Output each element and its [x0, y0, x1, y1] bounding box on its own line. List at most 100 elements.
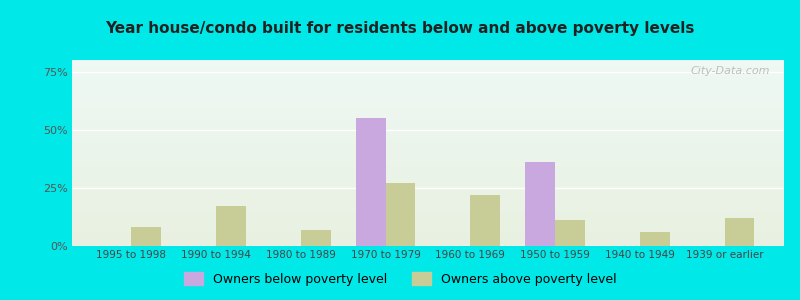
Bar	[72, 142, 784, 144]
Bar	[72, 240, 784, 242]
Bar	[72, 80, 784, 82]
Text: City-Data.com: City-Data.com	[690, 66, 770, 76]
Bar	[72, 211, 784, 212]
Bar	[72, 192, 784, 194]
Bar	[72, 212, 784, 214]
Bar	[72, 88, 784, 90]
Bar	[72, 133, 784, 134]
Bar	[72, 238, 784, 240]
Bar	[72, 224, 784, 226]
Bar	[72, 77, 784, 79]
Bar	[72, 216, 784, 218]
Bar	[72, 179, 784, 181]
Bar	[72, 190, 784, 192]
Bar	[72, 205, 784, 207]
Bar	[72, 157, 784, 159]
Bar	[72, 177, 784, 179]
Bar	[72, 166, 784, 168]
Bar	[72, 242, 784, 244]
Bar	[72, 122, 784, 123]
Bar	[72, 108, 784, 110]
Bar	[72, 106, 784, 108]
Bar	[72, 140, 784, 142]
Bar	[72, 82, 784, 84]
Bar	[72, 90, 784, 92]
Bar	[72, 64, 784, 66]
Bar	[386, 183, 415, 246]
Bar	[72, 97, 784, 99]
Bar	[72, 194, 784, 196]
Bar	[725, 218, 754, 246]
Bar	[72, 136, 784, 138]
Bar	[72, 198, 784, 200]
Bar	[72, 112, 784, 114]
Bar	[72, 86, 784, 88]
Bar	[72, 101, 784, 103]
Bar	[216, 206, 246, 246]
Bar	[131, 227, 161, 246]
Bar	[72, 226, 784, 227]
Bar	[356, 118, 386, 246]
Bar	[72, 73, 784, 75]
Bar	[72, 71, 784, 73]
Bar	[72, 173, 784, 175]
Bar	[72, 131, 784, 133]
Bar	[72, 237, 784, 239]
Bar	[72, 159, 784, 161]
Bar	[72, 62, 784, 64]
Bar	[72, 75, 784, 77]
Bar	[72, 92, 784, 94]
Bar	[72, 144, 784, 146]
Bar	[72, 79, 784, 80]
Bar	[72, 203, 784, 205]
Bar	[72, 68, 784, 69]
Bar	[72, 183, 784, 184]
Bar	[72, 187, 784, 188]
Bar	[72, 119, 784, 122]
Bar	[72, 164, 784, 166]
Bar	[72, 118, 784, 119]
Bar	[72, 110, 784, 112]
Bar	[526, 162, 555, 246]
Bar	[72, 168, 784, 170]
Bar	[72, 235, 784, 237]
Bar	[72, 94, 784, 95]
Bar	[72, 162, 784, 164]
Bar	[301, 230, 330, 246]
Bar	[72, 170, 784, 172]
Bar	[72, 69, 784, 71]
Bar	[72, 209, 784, 211]
Bar	[72, 220, 784, 222]
Text: Year house/condo built for residents below and above poverty levels: Year house/condo built for residents bel…	[106, 21, 694, 36]
Bar	[470, 195, 500, 246]
Bar	[72, 129, 784, 131]
Bar	[72, 127, 784, 129]
Bar	[72, 149, 784, 151]
Bar	[72, 147, 784, 149]
Bar	[72, 153, 784, 155]
Bar	[72, 160, 784, 162]
Bar	[72, 229, 784, 231]
Bar	[72, 201, 784, 203]
Bar	[72, 134, 784, 136]
Bar	[640, 232, 670, 246]
Bar	[72, 196, 784, 198]
Bar	[72, 99, 784, 101]
Bar	[72, 114, 784, 116]
Bar	[72, 188, 784, 190]
Bar	[72, 181, 784, 183]
Bar	[72, 123, 784, 125]
Bar	[72, 155, 784, 157]
Bar	[72, 125, 784, 127]
Bar	[72, 218, 784, 220]
Bar	[72, 233, 784, 235]
Bar	[72, 214, 784, 216]
Bar	[72, 231, 784, 233]
Bar	[72, 138, 784, 140]
Bar	[72, 207, 784, 209]
Bar	[72, 105, 784, 106]
Bar	[72, 66, 784, 68]
Bar	[72, 222, 784, 224]
Bar	[72, 60, 784, 62]
Bar	[72, 146, 784, 147]
